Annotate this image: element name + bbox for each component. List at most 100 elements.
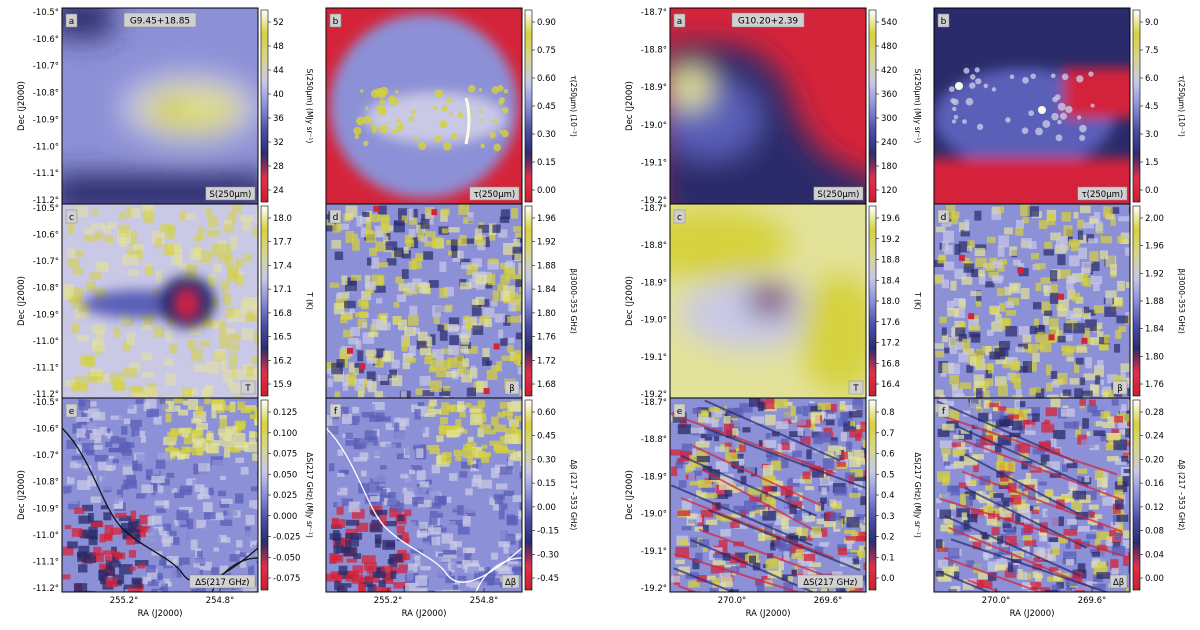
corner-label: Δβ [1113, 578, 1124, 588]
colorbar-tick-label: -0.025 [273, 533, 300, 543]
colorbar-tick-label: 18.0 [881, 297, 900, 307]
colorbar-tick-label: 17.7 [273, 238, 292, 248]
panel-letter: d [941, 213, 947, 223]
colorbar-tick-label: 1.96 [537, 214, 556, 224]
dec-tick-label: -11.2° [33, 390, 59, 400]
panel-image [62, 398, 258, 592]
panel-letter-box [65, 403, 78, 418]
colorbar-tick-label: 0.75 [537, 46, 556, 56]
colorbar-tick-label: 0.30 [537, 130, 556, 140]
panel-image [670, 398, 866, 592]
panel-letter: f [942, 407, 946, 417]
panel-letter-box [673, 13, 686, 28]
dec-tick-label: -11.0° [33, 531, 59, 541]
dec-tick-label: -19.0° [641, 316, 667, 326]
colorbar-tick-label: 3.0 [1145, 130, 1159, 140]
corner-label-box [205, 186, 256, 201]
colorbar-tick-label: 0.5 [881, 470, 895, 480]
colorbar-label: S(250μm) (MJy sr⁻¹) [305, 69, 314, 144]
dec-tick-label: -11.0° [33, 142, 59, 152]
colorbar-tick-label: 16.2 [273, 356, 292, 366]
colorbar-tick-label: 17.4 [273, 261, 292, 271]
ra-tick-label: 255.2° [374, 596, 403, 606]
dec-tick-label: -18.7° [641, 204, 667, 214]
colorbar-tick-label: 0.30 [537, 455, 556, 465]
dec-tick-label: -10.9° [33, 504, 59, 514]
dec-tick-label: -10.8° [33, 478, 59, 488]
ra-axis-label: RA (J2000) [1010, 609, 1055, 619]
colorbar-label: τ(250μm) (10⁻³) [1177, 75, 1186, 137]
panel-f: f Δβ 0.28 0.24 0.20 0.16 0.12 0.08 0.04 0.00 Δβ (2… [933, 397, 1186, 619]
colorbar-tick-label: 16.4 [881, 380, 900, 390]
panel-image [670, 204, 866, 398]
panel-letter-box [329, 209, 342, 224]
panel-letter: b [333, 17, 339, 27]
colorbar-tick-label: 0.60 [537, 408, 556, 418]
colorbar [868, 399, 877, 591]
colorbar-tick-label: 0.00 [537, 503, 556, 513]
panel-b: b τ(250μm) 9.0 7.5 6.0 4.5 3.0 1.5 0.0 τ(250μm) (… [933, 7, 1186, 205]
corner-label: T [852, 384, 859, 394]
panel-e: e ΔS(217 GHz) 0.125 0.100 0.075 0.050 0.025 0.0… [17, 397, 314, 619]
colorbar-tick-label: 16.8 [881, 359, 900, 369]
colorbar [1132, 399, 1141, 591]
colorbar-tick-label: 18.0 [273, 214, 292, 224]
colorbar-tick-label: 0.025 [273, 491, 297, 501]
colorbar-tick-label: 1.80 [537, 309, 556, 319]
colorbar [868, 9, 877, 203]
colorbar [260, 399, 269, 591]
dec-tick-label: -18.9° [641, 472, 667, 482]
corner-label: τ(250μm) [1082, 190, 1124, 200]
colorbar [1132, 205, 1141, 397]
colorbar-tick-label: 52 [273, 18, 284, 28]
panel-letter: e [677, 407, 683, 417]
panel-frame [669, 397, 867, 593]
colorbar-tick-label: 7.5 [1145, 46, 1159, 56]
colorbar-tick-label: 0.15 [537, 479, 556, 489]
dec-tick-label: -19.1° [641, 353, 667, 363]
panel-image [670, 8, 866, 204]
colorbar-tick-label: 1.88 [1145, 297, 1164, 307]
dec-tick-label: -10.9° [33, 310, 59, 320]
ra-axis-label: RA (J2000) [138, 609, 183, 619]
colorbar-tick-label: 4.5 [1145, 102, 1159, 112]
colorbar-label: T (K) [913, 291, 922, 310]
colorbar-tick-label: 1.84 [1145, 325, 1164, 335]
colorbar-tick-label: 0.050 [273, 470, 297, 480]
colorbar-tick-label: 1.84 [537, 285, 556, 295]
dec-tick-label: -18.8° [641, 435, 667, 445]
panel-letter-box [329, 13, 342, 28]
colorbar-label: T (K) [305, 291, 314, 310]
colorbar-tick-label: 1.88 [537, 261, 556, 271]
colorbar-tick-label: 1.72 [537, 356, 556, 366]
dec-tick-label: -11.1° [33, 363, 59, 373]
colorbar [868, 205, 877, 397]
panel-b: b τ(250μm) 0.90 0.75 0.60 0.45 0.30 0.15 0.00 τ(2… [325, 7, 578, 205]
corner-label: T [244, 384, 251, 394]
colorbar-tick-label: 0.6 [881, 450, 895, 460]
panel-a: a G10.20+2.39 S(250μm) 540 480 420 360 300 240 18… [625, 7, 922, 206]
corner-label-box [1109, 574, 1128, 589]
colorbar-tick-label: 15.9 [273, 380, 292, 390]
dec-tick-label: -18.8° [641, 241, 667, 251]
panel-image [326, 204, 522, 398]
colorbar-tick-label: 44 [273, 66, 284, 76]
colorbar-tick-label: 240 [881, 138, 897, 148]
dec-axis-label: Dec (J2000) [17, 470, 27, 520]
colorbar-tick-label: 0.4 [881, 491, 895, 501]
colorbar-tick-label: 120 [881, 186, 897, 196]
corner-label: ΔS(217 GHz) [195, 578, 249, 588]
panel-letter: c [677, 213, 682, 223]
colorbar-tick-label: 1.76 [537, 333, 556, 343]
dec-tick-label: -11.1° [33, 557, 59, 567]
colorbar-tick-label: 0.1 [881, 553, 895, 563]
colorbar-tick-label: 17.1 [273, 285, 292, 295]
colorbar-tick-label: 19.2 [881, 235, 900, 245]
field-0: a G9.45+18.85 S(250μm) 52 48 44 40 36 32 28 24 S(25… [17, 7, 578, 619]
dec-tick-label: -18.9° [641, 278, 667, 288]
corner-label: Δβ [505, 578, 516, 588]
colorbar-tick-label: 0.8 [881, 408, 895, 418]
colorbar-tick-label: 17.6 [881, 318, 900, 328]
panel-letter: a [677, 17, 683, 27]
